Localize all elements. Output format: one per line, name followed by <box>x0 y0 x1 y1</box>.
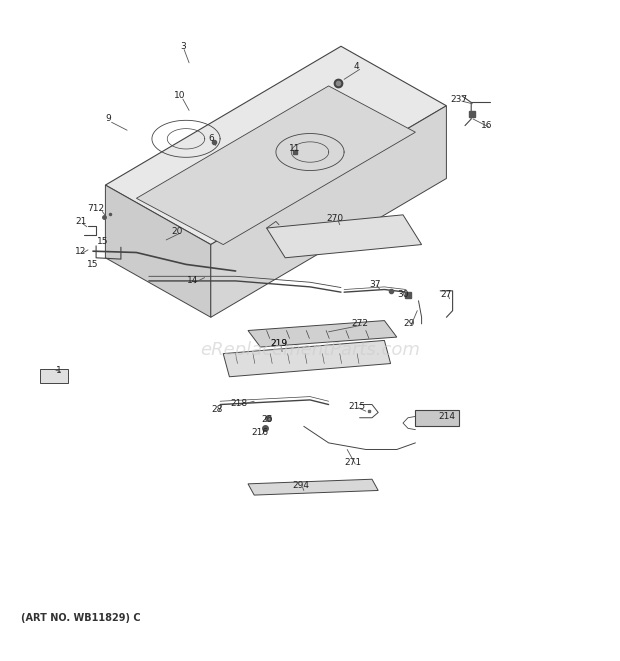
Text: 16: 16 <box>481 121 492 130</box>
Text: 9: 9 <box>105 114 112 124</box>
Text: 219: 219 <box>270 339 288 348</box>
Text: 272: 272 <box>351 319 368 329</box>
Text: 21: 21 <box>75 217 86 226</box>
Polygon shape <box>40 369 68 383</box>
Text: 14: 14 <box>187 276 198 286</box>
Text: 12: 12 <box>75 247 86 256</box>
Text: 270: 270 <box>326 214 343 223</box>
Text: 6: 6 <box>208 134 214 143</box>
Text: 27: 27 <box>441 290 452 299</box>
Text: 20: 20 <box>171 227 182 236</box>
Text: 214: 214 <box>438 412 455 421</box>
Polygon shape <box>248 321 397 347</box>
Polygon shape <box>211 106 446 317</box>
Polygon shape <box>415 410 459 426</box>
Polygon shape <box>105 46 446 245</box>
Text: 712: 712 <box>87 204 105 213</box>
Text: 15: 15 <box>87 260 99 269</box>
Polygon shape <box>136 86 415 245</box>
Text: 4: 4 <box>353 61 360 71</box>
Polygon shape <box>248 479 378 495</box>
Text: 294: 294 <box>292 481 309 490</box>
Text: 30: 30 <box>397 290 409 299</box>
Polygon shape <box>223 340 391 377</box>
Text: 15: 15 <box>97 237 108 246</box>
Text: eReplacementParts.com: eReplacementParts.com <box>200 341 420 360</box>
Text: 219: 219 <box>270 339 288 348</box>
Text: 29: 29 <box>404 319 415 329</box>
Text: 237: 237 <box>450 95 467 104</box>
Text: 215: 215 <box>348 402 365 411</box>
Text: 3: 3 <box>180 42 186 51</box>
Text: 218: 218 <box>230 399 247 408</box>
Text: 10: 10 <box>174 91 185 100</box>
Polygon shape <box>105 185 211 317</box>
Text: 26: 26 <box>261 415 272 424</box>
Text: 271: 271 <box>345 458 362 467</box>
Text: 28: 28 <box>211 405 223 414</box>
Polygon shape <box>267 215 422 258</box>
Text: 37: 37 <box>370 280 381 289</box>
Text: 11: 11 <box>289 144 300 153</box>
Text: 1: 1 <box>56 366 62 375</box>
Text: 216: 216 <box>252 428 269 438</box>
Text: (ART NO. WB11829) C: (ART NO. WB11829) C <box>21 613 140 623</box>
